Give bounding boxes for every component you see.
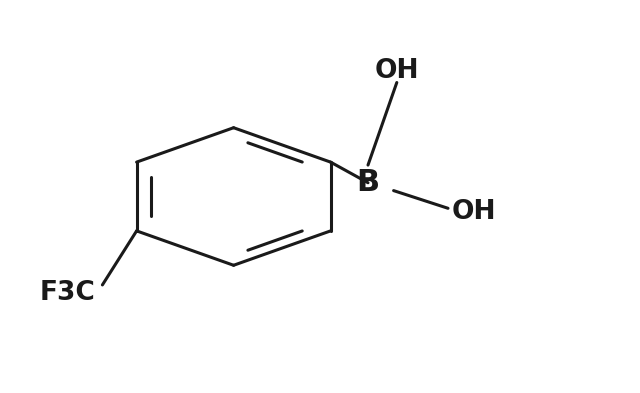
Text: F3C: F3C: [39, 280, 95, 306]
Text: B: B: [356, 168, 380, 197]
Text: OH: OH: [451, 199, 496, 225]
Text: OH: OH: [374, 58, 419, 84]
